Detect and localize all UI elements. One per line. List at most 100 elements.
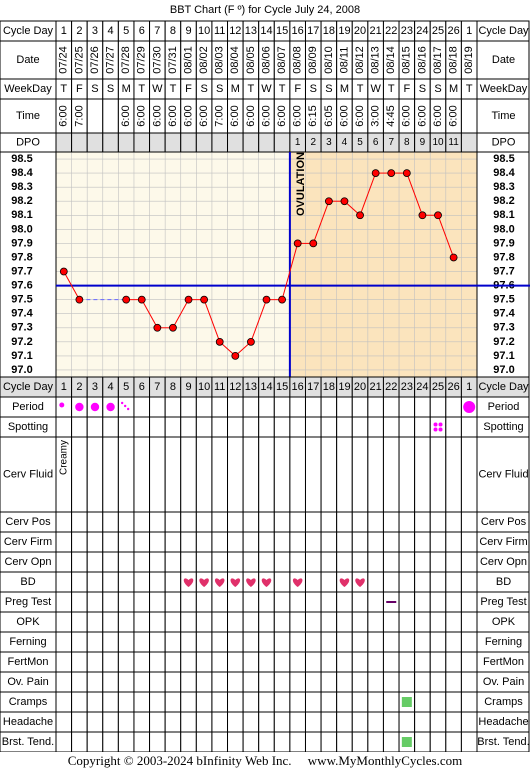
grid-cell [258, 416, 275, 438]
grid-cell [304, 651, 322, 673]
grid-cell [211, 416, 229, 438]
grid-cell [195, 591, 213, 613]
grid-cell [336, 731, 353, 753]
grid-cell [273, 511, 291, 533]
grid-cell [460, 531, 478, 553]
time-label: 6:00 [120, 105, 132, 126]
grid-cell [258, 731, 275, 753]
row-label: Cramps [9, 696, 48, 708]
row-label-cycle_day: Cycle Day [3, 25, 54, 37]
site-link[interactable]: www.MyMonthlyCycles.com [307, 753, 463, 768]
grid-cell [382, 511, 400, 533]
row-label-right: Ferning [485, 636, 522, 648]
y-tick-label: 97.3 [11, 322, 32, 334]
y-tick-label-right: 98.1 [493, 209, 514, 221]
grid-cell [351, 611, 369, 633]
grid-cell [71, 731, 88, 753]
header-cell [195, 132, 213, 153]
time-label: 6:00 [167, 105, 179, 126]
row-label: Period [12, 401, 44, 413]
row-label-time-right: Time [491, 110, 515, 122]
grid-cell [367, 416, 384, 438]
grid-cell [351, 511, 369, 533]
grid-cell [304, 611, 322, 633]
row-label-right: Cycle Day [478, 381, 529, 393]
grid-cell [273, 571, 291, 593]
grid-cell [367, 631, 384, 653]
time-label: 6:00 [58, 105, 70, 126]
y-tick-label-right: 98.4 [493, 167, 515, 179]
grid-cell [211, 511, 229, 533]
grid-cell [117, 416, 135, 438]
grid-cell [320, 551, 338, 573]
grid-cell [71, 711, 88, 733]
grid-cell [71, 691, 88, 713]
grid-cell [195, 396, 213, 418]
cycle-day-label: 4 [108, 381, 114, 393]
weekday-label: T [138, 83, 145, 95]
grid-cell [351, 671, 369, 693]
weekday-label: M [449, 83, 458, 95]
grid-cell [336, 436, 353, 513]
bbt-chart-svg: BBT Chart (F º) for Cycle July 24, 2008 C… [0, 4, 530, 772]
grid-cell [289, 731, 306, 753]
cycle-day-label: 3 [92, 25, 98, 37]
grid-cell [133, 671, 151, 693]
grid-cell [86, 571, 104, 593]
date-label: 08/18 [448, 46, 460, 74]
cycle-day-label: 14 [260, 25, 272, 37]
grid-cell [86, 731, 104, 753]
cycle-day-label: 8 [170, 25, 176, 37]
chart-title: BBT Chart (F º) for Cycle July 24, 2008 [170, 4, 360, 16]
grid-cell [227, 511, 244, 533]
spotting-dot [438, 427, 443, 432]
cycle-day-label: 23 [401, 381, 413, 393]
grid-cell [149, 651, 166, 673]
grid-cell [55, 511, 73, 533]
grid-cell [336, 631, 353, 653]
temperature-point [340, 197, 349, 206]
y-tick-label: 97.0 [11, 364, 32, 376]
grid-cell [55, 671, 73, 693]
heart-icon [246, 578, 256, 587]
temperature-line [406, 172, 423, 216]
temperature-point [75, 295, 84, 304]
date-label: 08/07 [276, 46, 288, 74]
cycle-day-label: 17 [307, 25, 319, 37]
weekday-label: S [310, 83, 317, 95]
grid-cell [460, 671, 478, 693]
grid-cell [117, 711, 135, 733]
grid-cell [211, 396, 229, 418]
grid-cell [320, 591, 338, 613]
grid-cell [289, 691, 306, 713]
grid-cell [195, 551, 213, 573]
grid-cell [117, 671, 135, 693]
grid-cell [414, 531, 431, 553]
grid-cell [258, 591, 275, 613]
grid-cell [227, 396, 244, 418]
grid-cell [227, 651, 244, 673]
grid-cell [164, 731, 182, 753]
y-tick-label-right: 97.0 [493, 364, 514, 376]
grid-cell [398, 711, 416, 733]
time-label: 6:15 [307, 105, 319, 126]
grid-cell [71, 531, 88, 553]
grid-cell [304, 571, 322, 593]
grid-cell [320, 671, 338, 693]
time-label: 7:00 [214, 105, 226, 126]
grid-cell [289, 551, 306, 573]
grid-cell [460, 651, 478, 673]
grid-cell [149, 436, 166, 513]
grid-cell [86, 551, 104, 573]
grid-cell [445, 711, 462, 733]
grid-cell [429, 731, 447, 753]
row-label-cell [476, 436, 530, 513]
grid-cell [336, 551, 353, 573]
grid-cell [414, 436, 431, 513]
grid-cell [195, 611, 213, 633]
heart-icon [339, 578, 350, 587]
temperature-line [203, 299, 221, 343]
grid-cell [336, 671, 353, 693]
row-label-right: Cerv Opn [480, 556, 527, 568]
grid-cell [336, 611, 353, 633]
